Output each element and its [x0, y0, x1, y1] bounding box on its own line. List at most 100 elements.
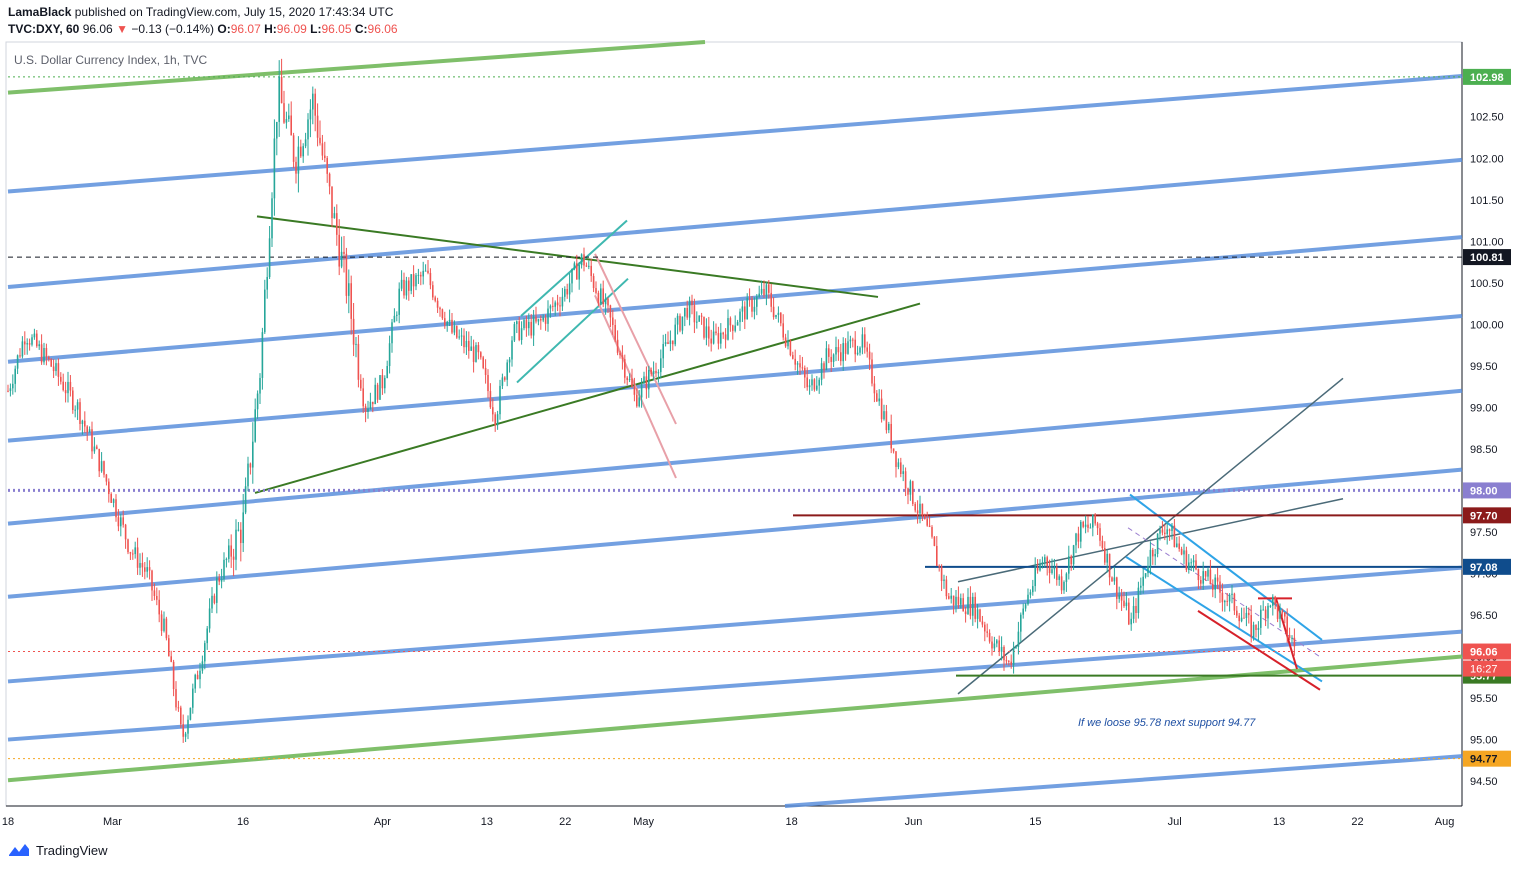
price-tick-label: 99.00 — [1470, 402, 1498, 414]
candle-body — [537, 319, 540, 322]
candle-body — [40, 344, 43, 363]
candle-body — [1243, 617, 1245, 619]
price-badge-text: 94.77 — [1470, 754, 1498, 766]
candle-body — [945, 579, 948, 597]
candle-body — [753, 306, 756, 312]
candle-body — [794, 358, 796, 365]
candle-body — [453, 326, 456, 333]
candle-body — [134, 547, 136, 555]
time-tick-label: May — [633, 816, 654, 828]
candle-body — [105, 474, 108, 482]
candle-body — [1111, 577, 1113, 582]
candle-body — [732, 325, 734, 331]
candle-body — [302, 146, 304, 157]
channel-line-8 — [7, 629, 1463, 742]
candle-body — [1008, 660, 1010, 662]
candle-body — [532, 316, 535, 336]
tradingview-footer[interactable]: TradingView — [8, 842, 108, 858]
candle-body — [912, 481, 914, 504]
candle-body — [292, 135, 295, 162]
candle-body — [609, 305, 612, 318]
candle-body — [1132, 605, 1135, 619]
candle-body — [835, 347, 837, 355]
candle-body — [566, 289, 568, 295]
candle-body — [1147, 566, 1149, 574]
candle-body — [1154, 553, 1156, 557]
candle-body — [307, 119, 309, 140]
candle-body — [909, 481, 912, 495]
candle-body — [883, 411, 885, 420]
candle-body — [1130, 618, 1132, 625]
candle-body — [1156, 533, 1159, 554]
price-tick-label: 97.50 — [1470, 527, 1498, 539]
candle-body — [451, 319, 453, 333]
candle-body — [837, 347, 840, 353]
candle-body — [472, 346, 475, 362]
candle-body — [300, 146, 302, 157]
candle-body — [410, 274, 412, 291]
candle-body — [129, 552, 132, 554]
candle-body — [220, 578, 223, 582]
candle-body — [391, 322, 393, 344]
candle-body — [967, 596, 969, 615]
candle-body — [1060, 576, 1063, 591]
candle-body — [194, 674, 196, 689]
candle-body — [494, 414, 496, 426]
candle-body — [674, 324, 676, 345]
candle-body — [1255, 624, 1257, 630]
candle-body — [218, 577, 220, 582]
publisher-name[interactable]: LamaBlack — [8, 5, 72, 19]
candle-body — [432, 285, 434, 298]
candle-body — [650, 369, 652, 375]
candle-body — [688, 300, 691, 318]
candle-body — [681, 316, 684, 331]
candle-body — [444, 318, 446, 326]
candle-body — [950, 595, 952, 599]
candle-body — [196, 674, 199, 680]
candle-body — [141, 563, 144, 568]
candle-body — [357, 343, 360, 380]
candle-body — [684, 307, 686, 317]
candle-body — [1012, 647, 1015, 665]
candle-body — [489, 391, 492, 408]
candle-body — [345, 253, 348, 296]
candle-body — [1065, 573, 1068, 582]
candle-body — [420, 274, 422, 277]
candle-body — [626, 377, 628, 381]
candle-body — [60, 376, 62, 382]
candle-body — [631, 378, 633, 387]
candle-body — [856, 352, 859, 355]
candle-body — [177, 707, 180, 709]
candle-body — [79, 402, 81, 425]
candle-body — [314, 93, 316, 116]
candle-body — [1200, 580, 1202, 584]
high-label: H: — [264, 22, 277, 36]
candle-body — [840, 352, 842, 362]
price-tick-label: 102.00 — [1470, 153, 1504, 165]
candle-body — [1264, 609, 1267, 619]
candle-body — [1123, 600, 1125, 607]
candle-body — [960, 598, 962, 605]
candle-body — [648, 369, 650, 390]
candle-body — [28, 343, 31, 345]
candle-body — [861, 334, 864, 348]
grey-channel-lower — [957, 377, 1344, 695]
candle-body — [816, 385, 818, 390]
candle-body — [412, 274, 415, 287]
candle-body — [1094, 514, 1096, 524]
candle-body — [117, 517, 120, 527]
candle-body — [36, 333, 38, 347]
candle-body — [1267, 605, 1269, 619]
candle-body — [933, 536, 936, 546]
candle-body — [938, 565, 940, 567]
candle-body — [103, 461, 105, 475]
candle-body — [552, 305, 554, 307]
price-tick-label: 99.50 — [1470, 361, 1498, 373]
candle-body — [760, 288, 763, 294]
candle-body — [590, 265, 592, 277]
candle-body — [852, 339, 854, 341]
price-badge-bg — [1463, 750, 1511, 767]
candle-body — [211, 595, 213, 609]
time-tick-label: 18 — [785, 816, 797, 828]
